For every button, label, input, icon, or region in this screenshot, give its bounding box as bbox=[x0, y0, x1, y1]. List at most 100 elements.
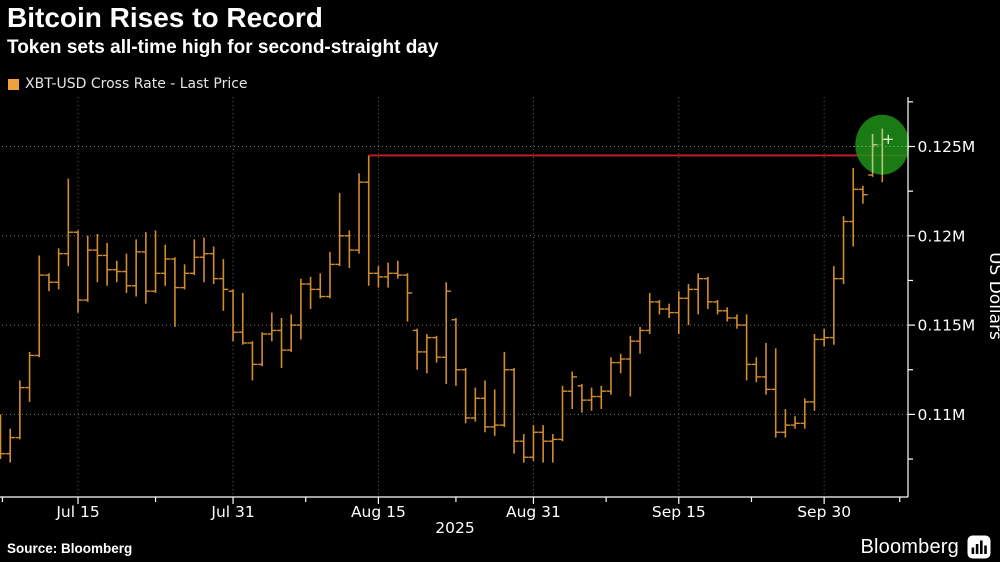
ohlc-bar bbox=[800, 398, 810, 429]
ohlc-bar bbox=[780, 409, 791, 438]
ohlc-bar bbox=[606, 357, 616, 395]
y-tick-label: 0.12M bbox=[918, 227, 966, 245]
ohlc-bar bbox=[141, 232, 151, 304]
ohlc-bar bbox=[742, 314, 752, 381]
ohlc-bar bbox=[54, 248, 64, 290]
year-label: 2025 bbox=[435, 519, 474, 537]
ohlc-bar bbox=[170, 257, 180, 327]
ohlc-bar bbox=[441, 282, 452, 385]
y-tick-label: 0.125M bbox=[918, 138, 976, 156]
ohlc-bar bbox=[751, 357, 762, 383]
ohlc-bar bbox=[499, 351, 510, 427]
ohlc-bar bbox=[199, 237, 209, 283]
axes bbox=[0, 97, 915, 504]
page-subtitle: Token sets all-time high for second-stra… bbox=[7, 37, 439, 58]
source-attribution: Source: Bloomberg bbox=[7, 541, 133, 556]
ohlc-bar bbox=[393, 260, 403, 279]
ohlc-bar bbox=[228, 289, 238, 342]
ohlc-bar bbox=[122, 253, 132, 293]
ohlc-bar bbox=[858, 185, 868, 204]
ohlc-bar bbox=[558, 385, 568, 442]
ohlc-bar bbox=[616, 353, 626, 374]
ohlc-bar bbox=[538, 425, 548, 463]
ohlc-bar bbox=[645, 292, 655, 335]
x-tick-label: Jul 31 bbox=[210, 503, 254, 521]
ohlc-bar bbox=[44, 273, 54, 292]
x-tick-label: Aug 31 bbox=[506, 503, 561, 521]
legend-swatch-icon bbox=[8, 78, 19, 90]
ohlc-bar bbox=[810, 334, 820, 411]
ohlc-bar bbox=[529, 425, 539, 461]
ohlc-bar bbox=[257, 332, 267, 367]
ohlc-bar bbox=[63, 178, 74, 267]
ohlc-bar bbox=[335, 192, 345, 267]
ohlc-bar bbox=[848, 167, 859, 247]
y-tick-label: 0.11M bbox=[918, 406, 966, 424]
ohlc-bar bbox=[470, 387, 481, 422]
ohlc-bar bbox=[0, 414, 6, 460]
ohlc-bar bbox=[248, 341, 258, 381]
ohlc-bar bbox=[160, 244, 171, 286]
ohlc-bar bbox=[364, 155, 374, 286]
ohlc-bar bbox=[383, 262, 393, 288]
ohlc-bar bbox=[693, 273, 703, 315]
ohlc-bar bbox=[325, 251, 335, 299]
ohlc-bar bbox=[819, 328, 829, 347]
x-tick-label: Sep 15 bbox=[652, 503, 706, 521]
ohlc-bar bbox=[722, 307, 733, 322]
ohlc-bar bbox=[189, 239, 200, 276]
ohlc-bar bbox=[548, 434, 558, 463]
ohlc-bar bbox=[480, 380, 490, 433]
ohlc-bar bbox=[15, 380, 25, 440]
ohlc-bar bbox=[277, 317, 287, 368]
ohlc-bar bbox=[315, 273, 326, 299]
ohlc-bar bbox=[625, 335, 636, 397]
ohlc-bar bbox=[771, 348, 781, 438]
ohlc-bar bbox=[422, 334, 432, 374]
ohlc-bar bbox=[684, 284, 694, 326]
x-tick-label: Sep 30 bbox=[797, 503, 851, 521]
ohlc-bar bbox=[151, 230, 161, 293]
ohlc-bar bbox=[267, 312, 277, 342]
ohlc-bar bbox=[83, 235, 93, 302]
ohlc-bar bbox=[713, 300, 723, 315]
ohlc-bar bbox=[732, 314, 742, 329]
ohlc-bar bbox=[286, 314, 296, 352]
ohlc-bar bbox=[839, 216, 849, 285]
ohlc-bar bbox=[344, 230, 355, 268]
ohlc-bar bbox=[829, 266, 839, 345]
ohlc-bar bbox=[655, 300, 665, 315]
ohlc-bar bbox=[703, 276, 713, 310]
ohlc-bar bbox=[296, 278, 306, 340]
ohlc-bar bbox=[790, 416, 800, 429]
ohlc-bar bbox=[112, 260, 122, 283]
ohlc-bar bbox=[587, 387, 597, 411]
ohlc-bar bbox=[131, 239, 141, 297]
ohlc-bar bbox=[412, 328, 422, 370]
ohlc-bar bbox=[761, 342, 771, 395]
ohlc-bar bbox=[5, 428, 15, 463]
bloomberg-logo-icon bbox=[967, 535, 991, 559]
ohlc-bar bbox=[509, 367, 519, 454]
ohlc-bar bbox=[567, 371, 578, 410]
ohlc-bar bbox=[180, 264, 190, 290]
ohlc-bar bbox=[432, 335, 442, 363]
ohlc-bar bbox=[34, 255, 45, 358]
ohlc-bar bbox=[403, 273, 413, 322]
ohlc-bar bbox=[461, 367, 471, 424]
ohlc-bar bbox=[238, 292, 248, 345]
x-tick-label: Aug 15 bbox=[351, 503, 406, 521]
ohlc-bar bbox=[354, 173, 364, 254]
ohlc-bar bbox=[664, 303, 674, 318]
ohlc-bars bbox=[0, 128, 888, 463]
y-tick-label: 0.115M bbox=[918, 317, 976, 335]
ohlc-bar bbox=[374, 266, 384, 288]
ohlc-bar bbox=[451, 317, 461, 386]
y-axis-title: US Dollars bbox=[985, 252, 1000, 340]
bloomberg-logo: Bloomberg bbox=[860, 535, 991, 559]
legend-label: XBT-USD Cross Rate - Last Price bbox=[25, 76, 248, 92]
gridlines bbox=[2, 97, 908, 497]
bloomberg-logo-text: Bloomberg bbox=[860, 535, 959, 558]
